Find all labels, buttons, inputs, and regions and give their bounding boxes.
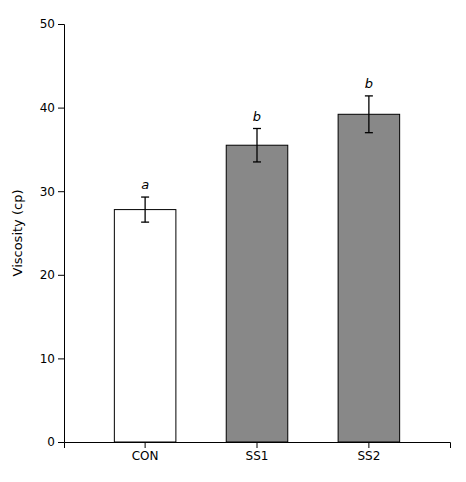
error-bar-cap-top [365,95,373,96]
y-tick-label: 50 [40,17,55,31]
error-bar-cap-bottom [253,161,261,162]
error-bar [253,129,261,162]
error-bar-cap-top [253,128,261,129]
error-bar-stem [256,129,257,162]
x-tick-mark [145,442,146,448]
y-tick-mark [58,275,64,276]
x-tick-mark [257,442,258,448]
y-axis-title: Viscosity (cp) [10,190,25,277]
error-bar-cap-bottom [141,221,149,222]
y-tick-mark [58,24,64,25]
x-tick-mark [368,442,369,448]
y-tick: 30 [40,185,64,199]
error-bar-cap-top [141,196,149,197]
y-axis: 0 10 20 30 40 50 [40,17,65,449]
y-tick-mark [58,442,64,443]
x-tick-label: CON [132,449,159,463]
x-axis-line [65,443,451,449]
y-tick: 20 [40,268,64,282]
x-tick: SS1 [246,442,269,463]
significance-label: b [253,109,261,124]
y-tick-label: 20 [40,268,55,282]
y-tick: 50 [40,17,64,31]
x-tick-label: SS1 [246,449,269,463]
error-bar-stem [368,96,369,133]
error-bar [365,96,373,133]
chart: 0 10 20 30 40 50 CON SS1 SS2 Viscosity (cp) a b b [0,0,466,482]
bar [114,210,176,442]
y-tick-mark [58,108,64,109]
plot-area [114,96,399,442]
y-tick: 10 [40,352,64,366]
y-tick-label: 10 [40,352,55,366]
y-tick: 40 [40,101,64,115]
significance-label: a [141,177,149,192]
error-bar-cap-bottom [365,132,373,133]
x-axis: CON SS1 SS2 [65,442,451,463]
x-tick-label: SS2 [357,449,380,463]
y-tick-mark [58,191,64,192]
y-tick-mark [58,358,64,359]
bar [338,114,400,442]
error-bar-stem [144,197,145,222]
error-bar [141,197,149,222]
x-tick: CON [132,442,159,463]
y-tick: 0 [47,435,64,449]
annotations: a b b [141,76,373,192]
y-tick-label: 30 [40,185,55,199]
significance-label: b [365,76,373,91]
bar [226,145,288,442]
y-tick-label: 40 [40,101,55,115]
y-tick-label: 0 [47,435,55,449]
x-tick: SS2 [357,442,380,463]
y-axis-line [58,25,65,443]
